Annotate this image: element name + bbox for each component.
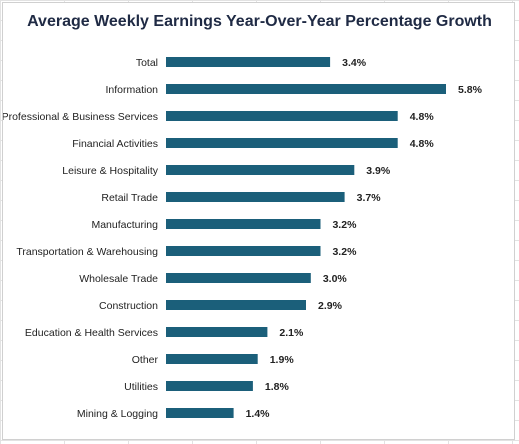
category-label: Retail Trade — [101, 192, 158, 204]
category-label: Construction — [99, 300, 158, 312]
data-label: 3.9% — [366, 165, 391, 177]
data-label: 4.8% — [410, 138, 435, 150]
bar[interactable] — [166, 381, 253, 391]
category-label: Financial Activities — [72, 138, 158, 150]
bar[interactable] — [166, 246, 321, 256]
data-label: 1.4% — [246, 408, 271, 420]
category-label: Other — [132, 354, 159, 366]
category-label: Transportation & Warehousing — [16, 246, 158, 258]
bar[interactable] — [166, 273, 311, 283]
data-label: 5.8% — [458, 84, 483, 96]
bar[interactable] — [166, 219, 321, 229]
chart-title: Average Weekly Earnings Year-Over-Year P… — [27, 13, 492, 30]
data-label: 3.0% — [323, 273, 348, 285]
category-label: Mining & Logging — [77, 408, 158, 420]
bar[interactable] — [166, 111, 398, 121]
bar[interactable] — [166, 327, 268, 337]
category-label: Wholesale Trade — [79, 273, 158, 285]
category-label: Utilities — [124, 381, 158, 393]
bar-chart-plot: Total 3.4% Information 5.8% Professional & B… — [3, 57, 483, 420]
bar[interactable] — [166, 192, 345, 202]
data-label: 3.2% — [332, 219, 357, 231]
bar[interactable] — [166, 354, 258, 364]
bar[interactable] — [166, 408, 234, 418]
bar[interactable] — [166, 165, 355, 175]
category-label: Manufacturing — [91, 219, 158, 231]
category-label: Professional & Business Services — [3, 111, 158, 123]
data-label: 3.4% — [342, 57, 367, 69]
bar[interactable] — [166, 138, 398, 148]
data-label: 4.8% — [410, 111, 435, 123]
bar[interactable] — [166, 84, 446, 94]
bar[interactable] — [166, 57, 331, 67]
data-label: 1.9% — [270, 354, 295, 366]
category-label: Information — [105, 84, 158, 96]
data-label: 3.7% — [357, 192, 382, 204]
data-label: 2.1% — [279, 327, 304, 339]
chart-area[interactable]: Average Weekly Earnings Year-Over-Year P… — [2, 2, 515, 440]
data-label: 1.8% — [265, 381, 290, 393]
data-label: 3.2% — [332, 246, 357, 258]
category-label: Education & Health Services — [25, 327, 158, 339]
bar[interactable] — [166, 300, 306, 310]
data-label: 2.9% — [318, 300, 343, 312]
category-label: Leisure & Hospitality — [62, 165, 158, 177]
category-label: Total — [136, 57, 158, 69]
